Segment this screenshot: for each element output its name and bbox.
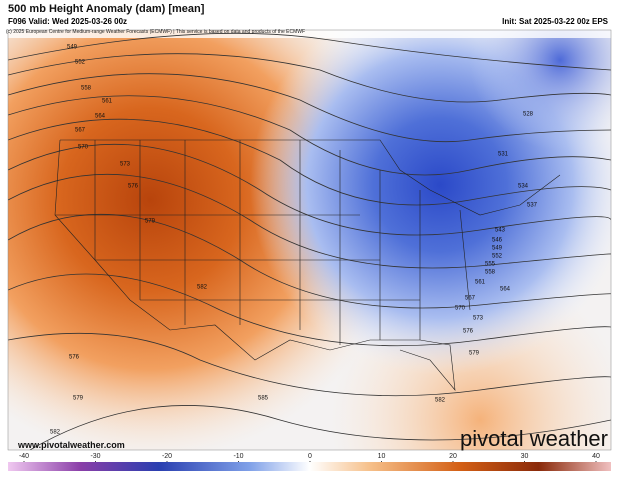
colorbar-tick-label: 30 [521,453,529,460]
contour-label: 537 [527,203,538,209]
contour-label: 558 [81,86,92,92]
contour-label: 552 [492,254,503,260]
map-frame [7,29,612,451]
borders [54,139,561,391]
contour-label: 573 [473,316,484,322]
contour-label: 576 [69,355,80,361]
contour-label: 579 [145,219,156,225]
contour-label: 567 [75,128,86,134]
colorbar-tick-label: -20 [162,453,172,460]
contour-label: 549 [492,246,503,252]
contour-label: 555 [485,262,496,268]
contour-label: 564 [95,114,106,120]
colorbar [8,462,611,471]
logo: pivotal weather [460,426,608,451]
contour-label: 549 [67,45,78,51]
colorbar-tick-label: 0 [308,453,312,460]
website: www.pivotalweather.com [17,440,125,450]
map: 549 552 558 561 564 567 570 573 576 579 582 576 579 5… [8,30,611,450]
contour-label: 543 [495,228,506,234]
contour-label: 561 [102,99,113,105]
colorbar-tick-label: -40 [19,453,29,460]
contour-label: 573 [120,162,131,168]
contour-label: 579 [469,351,480,357]
contour-label: 582 [435,398,446,404]
contour-label: 576 [463,329,474,335]
contour-label: 528 [523,112,534,118]
colorbar-tick-label: -10 [233,453,243,460]
title: 500 mb Height Anomaly (dam) [mean] [8,3,205,15]
contour-label: 579 [73,396,84,402]
contour-label: 576 [128,184,139,190]
colorbar-tick-label: 40 [592,453,600,460]
colorbar-tick-label: -30 [90,453,100,460]
contour-label: 582 [50,430,61,436]
contour-label: 546 [492,238,503,244]
colorbar-tick-label: 20 [449,453,457,460]
contour-label: 564 [500,287,511,293]
valid-time: F096 Valid: Wed 2025-03-26 00z [8,17,127,26]
contour-label: 570 [455,306,466,312]
init-time: Init: Sat 2025-03-22 00z EPS [502,17,608,26]
contour-label: 570 [78,145,89,151]
contour-label: 561 [475,280,486,286]
contour-label: 552 [75,60,86,66]
credit: (c) 2025 European Centre for Medium-rang… [6,29,305,35]
contour-label: 531 [498,152,509,158]
colorbar-tick-label: 10 [378,453,386,460]
contour-label: 558 [485,270,496,276]
contours [8,32,611,450]
contour-label: 567 [465,296,476,302]
contour-label: 534 [518,184,529,190]
contour-label: 582 [197,285,208,291]
contour-label: 585 [258,396,269,402]
